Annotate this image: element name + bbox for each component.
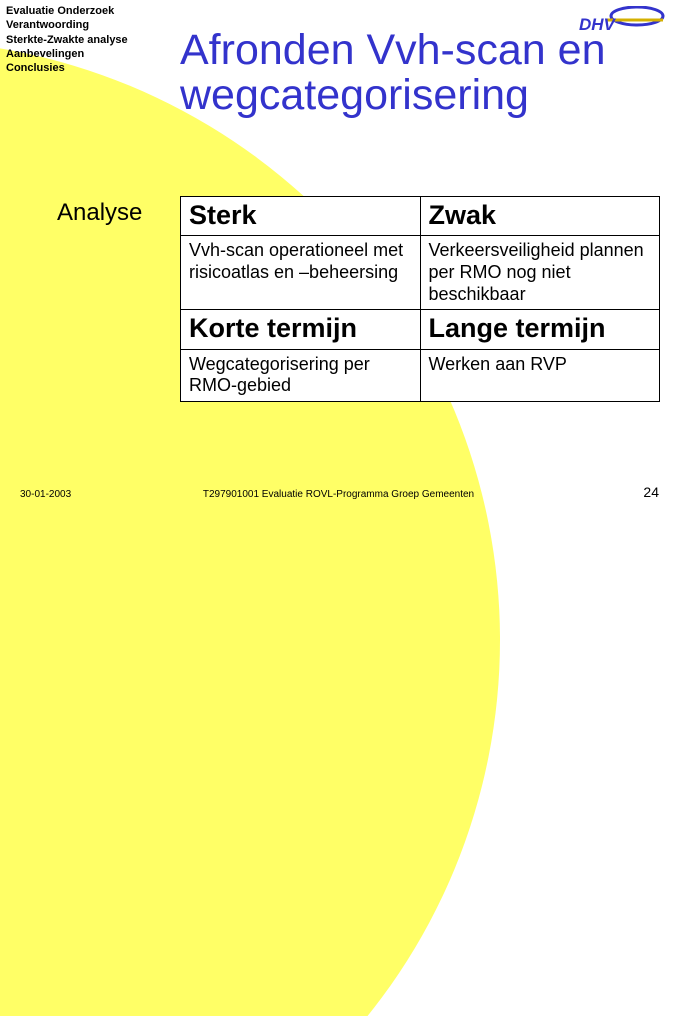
header-sterk: Sterk	[181, 197, 421, 236]
swot-table: Sterk Zwak Vvh-scan operationeel met ris…	[180, 196, 660, 402]
footer-page-number: 24	[643, 484, 659, 500]
header-korte-termijn: Korte termijn	[181, 310, 421, 349]
nav-item: Conclusies	[6, 61, 128, 75]
cell-lange-termijn: Werken aan RVP	[420, 349, 660, 401]
header-lange-termijn: Lange termijn	[420, 310, 660, 349]
nav-list: Evaluatie Onderzoek Verantwoording Sterk…	[6, 4, 128, 75]
cell-sterk: Vvh-scan operationeel met risicoatlas en…	[181, 236, 421, 310]
title-line2: wegcategorisering	[180, 71, 529, 119]
nav-item: Evaluatie Onderzoek	[6, 4, 128, 18]
footer-center: T297901001 Evaluatie ROVL-Programma Groe…	[0, 489, 677, 500]
cell-korte-termijn: Wegcategorisering per RMO-gebied	[181, 349, 421, 401]
slide-title: Afronden Vvh-scan en wegcategorisering	[180, 28, 606, 118]
header-zwak: Zwak	[420, 197, 660, 236]
title-line1: Afronden Vvh-scan en	[180, 26, 606, 74]
cell-zwak: Verkeersveiligheid plannen per RMO nog n…	[420, 236, 660, 310]
nav-item: Aanbevelingen	[6, 47, 128, 61]
slide: Evaluatie Onderzoek Verantwoording Sterk…	[0, 0, 677, 508]
nav-item: Verantwoording	[6, 18, 128, 32]
nav-item: Sterkte-Zwakte analyse	[6, 33, 128, 47]
analyse-label: Analyse	[57, 199, 142, 227]
